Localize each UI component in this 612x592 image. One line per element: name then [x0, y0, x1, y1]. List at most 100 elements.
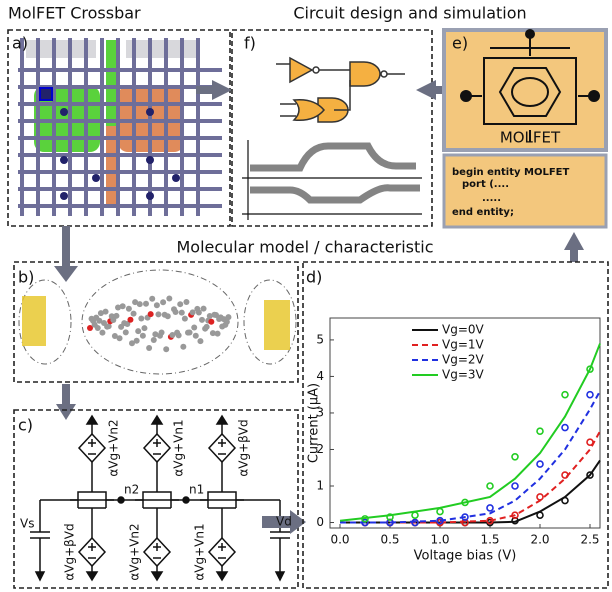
- source-label: αVg+Vn1: [193, 523, 207, 580]
- data-point: [537, 512, 543, 518]
- atom: [208, 319, 214, 325]
- atom: [103, 309, 109, 315]
- sign: [88, 543, 96, 558]
- title: Circuit design and simulation: [293, 4, 526, 23]
- atom: [134, 338, 140, 344]
- atom: [148, 311, 154, 317]
- junction: [146, 156, 154, 164]
- atom: [199, 317, 205, 323]
- sign: [153, 543, 161, 558]
- arrow: [564, 232, 584, 262]
- junction: [92, 174, 100, 182]
- supply-label: Vd: [276, 515, 292, 529]
- data-point: [487, 483, 493, 489]
- data-point: [437, 509, 443, 515]
- panel-label: d): [306, 268, 322, 287]
- node: [118, 497, 124, 503]
- source: [144, 538, 170, 566]
- atom: [179, 310, 185, 316]
- x-tick-label: 1.5: [480, 533, 499, 547]
- arrow: [196, 80, 232, 100]
- junction: [60, 192, 68, 200]
- legend-label: Vg=2V: [442, 353, 485, 367]
- atom: [149, 296, 155, 302]
- atom: [225, 314, 231, 320]
- data-point: [562, 425, 568, 431]
- atom: [127, 317, 133, 323]
- atom: [154, 302, 160, 308]
- x-tick-label: 2.5: [580, 533, 599, 547]
- source: [209, 434, 235, 462]
- atom: [182, 316, 188, 322]
- legend-label: Vg=1V: [442, 338, 485, 352]
- y-tick-label: 5: [316, 332, 324, 346]
- panel-b: [14, 262, 298, 382]
- source: [79, 434, 105, 462]
- data-point: [487, 505, 493, 511]
- node-label: n1: [189, 483, 204, 497]
- atom: [137, 301, 143, 307]
- atom: [177, 301, 183, 307]
- panel-label: e): [452, 34, 468, 53]
- panel-label: b): [18, 268, 34, 287]
- y-tick-label: 0: [316, 515, 324, 529]
- atom: [140, 333, 146, 339]
- code-line: .....: [482, 193, 501, 204]
- atom: [135, 328, 141, 334]
- atom: [197, 338, 203, 344]
- title: MolFET Crossbar: [8, 4, 141, 23]
- title: Molecular model / characteristic: [176, 238, 433, 257]
- atom: [173, 309, 179, 315]
- panel-label: a): [12, 34, 28, 53]
- x-tick-label: 0.5: [380, 533, 399, 547]
- panel-label: c): [18, 416, 33, 435]
- figure: MolFET Crossbar Circuit design and simul…: [0, 0, 612, 592]
- data-point: [587, 439, 593, 445]
- atom: [187, 329, 193, 335]
- supply-label: Vs: [20, 517, 34, 531]
- junction: [146, 192, 154, 200]
- atom: [180, 344, 186, 350]
- series-line: [340, 391, 600, 522]
- source: [209, 538, 235, 566]
- atom: [141, 325, 147, 331]
- code-line: begin entity MOLFET: [452, 167, 570, 178]
- atom: [155, 311, 161, 317]
- atom: [163, 346, 169, 352]
- atom: [196, 309, 202, 315]
- junction: [172, 174, 180, 182]
- atom: [117, 335, 123, 341]
- atom: [193, 333, 199, 339]
- source: [144, 434, 170, 462]
- atom: [166, 296, 172, 302]
- y-axis-label: Current (μA): [307, 383, 322, 463]
- junction: [60, 108, 68, 116]
- data-point: [412, 512, 418, 518]
- data-point: [537, 494, 543, 500]
- atom: [160, 299, 166, 305]
- x-tick-label: 1.0: [430, 533, 449, 547]
- panel-c: [14, 410, 298, 588]
- atom: [99, 330, 105, 336]
- code-line: port (....: [462, 179, 509, 190]
- source: [79, 538, 105, 566]
- atom: [159, 329, 165, 335]
- waveforms: [242, 140, 422, 220]
- code-line: end entity;: [452, 207, 514, 218]
- sign: [218, 439, 226, 454]
- atom: [151, 337, 157, 343]
- data-point: [562, 498, 568, 504]
- atom: [191, 324, 197, 330]
- y-tick-label: 1: [316, 479, 324, 493]
- x-tick-label: 0.0: [330, 533, 349, 547]
- junction: [146, 108, 154, 116]
- atom: [183, 299, 189, 305]
- atom: [138, 316, 144, 322]
- junction: [60, 156, 68, 164]
- molecule: [19, 270, 296, 374]
- sign: [153, 439, 161, 454]
- node: [183, 497, 189, 503]
- sign: [88, 439, 96, 454]
- source-label: αVg+βVd: [63, 523, 77, 580]
- source-label: αVg+Vn1: [172, 419, 186, 476]
